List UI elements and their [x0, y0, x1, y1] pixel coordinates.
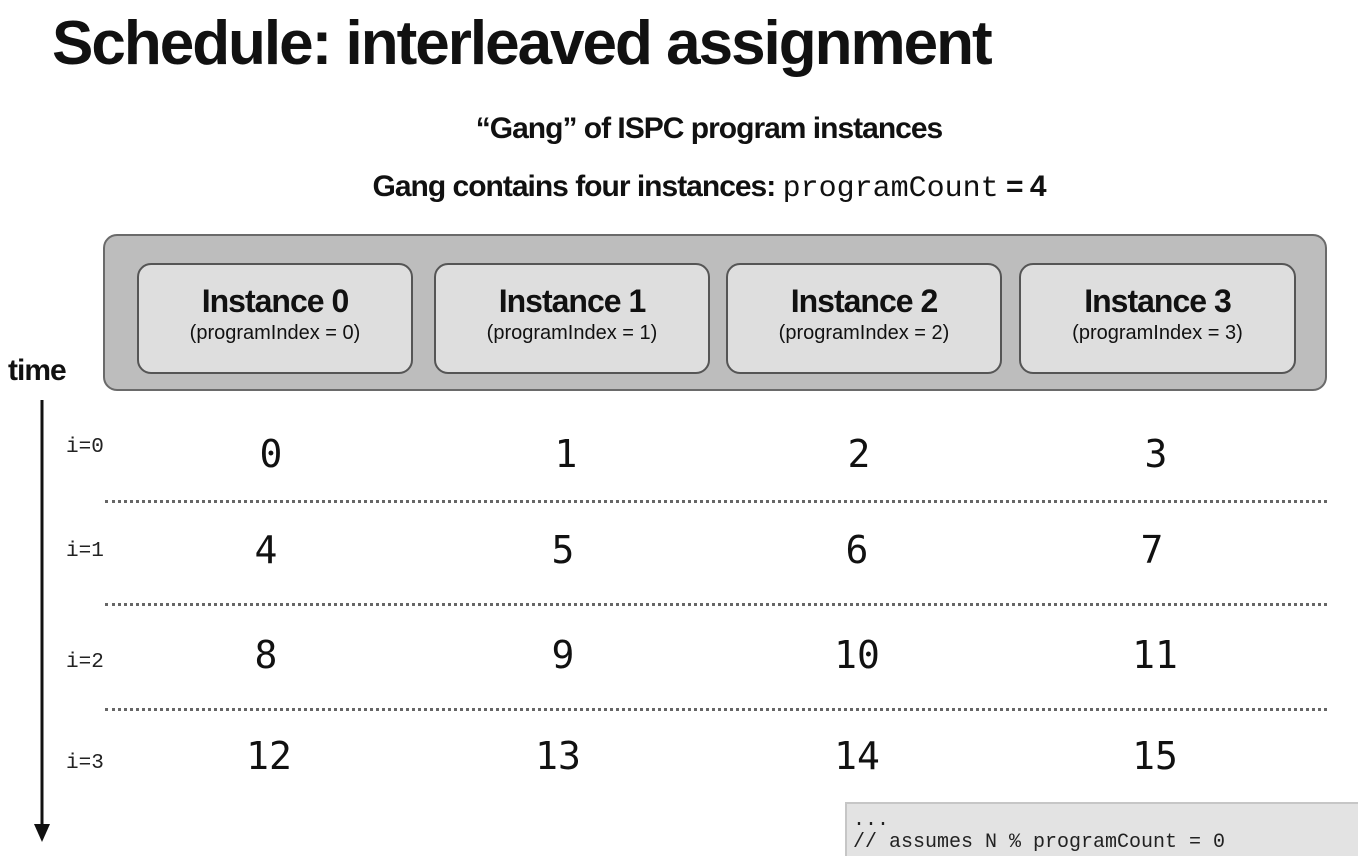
code-line: ...	[853, 809, 890, 832]
row-label: i=3	[66, 752, 104, 775]
program-count-code: programCount	[782, 172, 999, 206]
table-cell: 10	[834, 633, 880, 677]
code-line: // assumes N % programCount = 0	[853, 831, 1226, 854]
table-cell: 2	[847, 432, 871, 476]
instance-box: Instance 3 (programIndex = 3)	[1019, 263, 1296, 374]
gang-box: Instance 0 (programIndex = 0) Instance 1…	[103, 234, 1327, 391]
instance-program-index: (programIndex = 2)	[778, 322, 950, 344]
instance-name: Instance 2	[790, 283, 939, 319]
row-label: i=1	[66, 540, 104, 563]
row-label: i=2	[66, 651, 104, 674]
table-cell: 13	[535, 734, 581, 778]
time-label: time	[8, 354, 67, 387]
gang-subtitle: “Gang” of ISPC program instances	[475, 112, 943, 145]
table-cell: 6	[845, 528, 869, 572]
table-cell: 11	[1132, 633, 1178, 677]
instance-name: Instance 1	[498, 283, 647, 319]
table-cell: 3	[1144, 432, 1168, 476]
table-cell: 15	[1132, 734, 1178, 778]
instance-program-index: (programIndex = 0)	[189, 322, 361, 344]
table-cell: 4	[254, 528, 278, 572]
table-cell: 14	[834, 734, 880, 778]
table-cell: 9	[551, 633, 575, 677]
instance-box: Instance 0 (programIndex = 0)	[137, 263, 413, 374]
gang-count-subtitle: Gang contains four instances: programCou…	[0, 170, 1358, 206]
instance-box: Instance 1 (programIndex = 1)	[434, 263, 710, 374]
instance-program-index: (programIndex = 1)	[486, 322, 658, 344]
gang-count-suffix: = 4	[998, 170, 1047, 203]
row-divider	[105, 603, 1327, 606]
row-label: i=0	[66, 436, 104, 459]
table-cell: 7	[1140, 528, 1164, 572]
table-cell: 1	[554, 432, 578, 476]
instance-name: Instance 3	[1084, 283, 1232, 319]
table-cell: 0	[259, 432, 283, 476]
row-divider	[105, 500, 1327, 503]
instance-name: Instance 0	[201, 283, 350, 319]
time-arrow-icon	[34, 400, 50, 842]
code-snippet: ...// assumes N % programCount = 0	[845, 802, 1358, 856]
table-cell: 8	[254, 633, 278, 677]
instance-box: Instance 2 (programIndex = 2)	[726, 263, 1002, 374]
table-cell: 5	[551, 528, 575, 572]
table-cell: 12	[246, 734, 292, 778]
instance-program-index: (programIndex = 3)	[1072, 322, 1243, 344]
row-divider	[105, 708, 1327, 711]
gang-count-prefix: Gang contains four instances:	[372, 170, 783, 203]
slide-title: Schedule: interleaved assignment	[52, 9, 993, 78]
